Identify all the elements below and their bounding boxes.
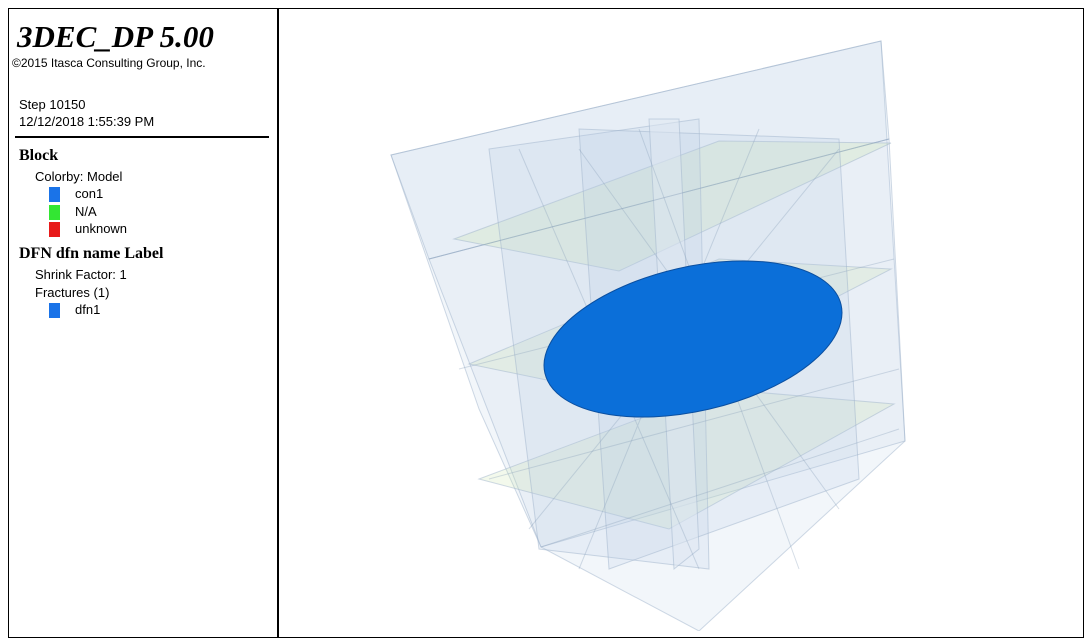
colorby: Colorby: Model xyxy=(35,169,122,184)
app-title: 3DEC_DP 5.00 xyxy=(17,19,214,55)
model-view xyxy=(279,9,1083,631)
legend-item: N/A xyxy=(75,204,97,219)
legend-item: unknown xyxy=(75,221,127,236)
legend-panel: 3DEC_DP 5.00 ©2015 Itasca Consulting Gro… xyxy=(9,9,279,637)
dfn-title: DFN dfn name Label xyxy=(19,245,163,263)
legend-item: dfn1 xyxy=(75,302,100,317)
swatch xyxy=(49,222,60,237)
fractures: Fractures (1) xyxy=(35,285,109,300)
divider xyxy=(15,136,269,138)
datetime: 12/12/2018 1:55:39 PM xyxy=(19,114,154,129)
block-title: Block xyxy=(19,147,58,165)
step: Step 10150 xyxy=(19,97,86,112)
swatch xyxy=(49,187,60,202)
swatch xyxy=(49,205,60,220)
copyright: ©2015 Itasca Consulting Group, Inc. xyxy=(12,56,206,70)
shrink: Shrink Factor: 1 xyxy=(35,267,127,282)
swatch xyxy=(49,303,60,318)
plot-window: 3DEC_DP 5.00 ©2015 Itasca Consulting Gro… xyxy=(8,8,1084,638)
legend-item: con1 xyxy=(75,186,103,201)
